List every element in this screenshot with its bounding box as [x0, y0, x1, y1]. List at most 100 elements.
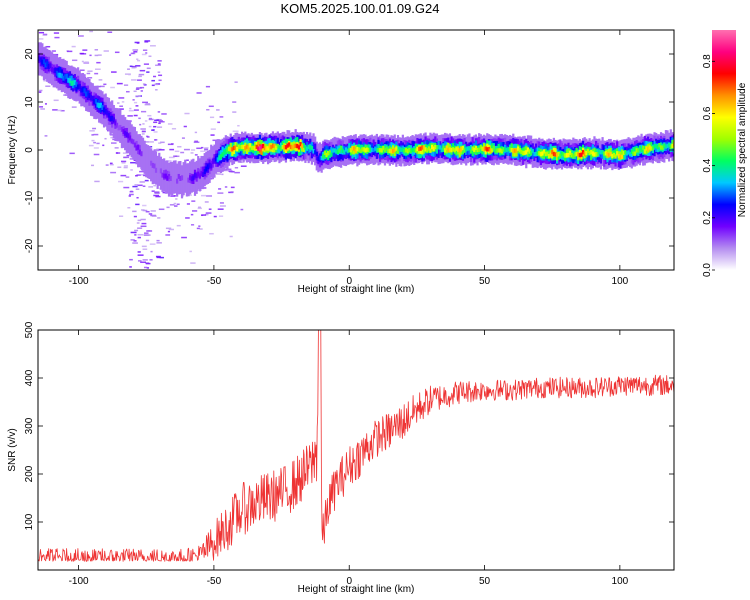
spectrogram-speckle: [145, 239, 150, 242]
spectrogram-cell: [99, 102, 102, 108]
spectrogram-speckle: [139, 181, 145, 183]
spectrogram-cell: [182, 162, 185, 196]
spectrogram-cell: [404, 148, 408, 153]
spectrogram-speckle: [93, 133, 99, 136]
spectrogram-cell: [283, 144, 286, 150]
spectrogram-cell: [656, 144, 659, 150]
spectrogram-cell: [127, 133, 130, 139]
spectrogram-cell: [624, 151, 627, 160]
spectrogram-speckle: [45, 45, 51, 48]
spectrogram-cell: [658, 143, 661, 152]
spectrogram-speckle: [137, 79, 142, 81]
spectrogram-speckle: [144, 41, 149, 43]
spectrogram-cell: [499, 148, 502, 153]
spectrogram-speckle: [154, 191, 160, 193]
spectrogram-cell: [203, 169, 206, 175]
spectrogram-speckle: [234, 171, 240, 174]
spectrogram-speckle: [96, 61, 101, 64]
spectrogram-cell: [70, 75, 73, 86]
spectrogram-cell: [458, 148, 461, 158]
spectrogram-cell: [245, 144, 249, 149]
spectrogram-speckle: [137, 251, 141, 253]
spectrogram-cell: [430, 144, 434, 150]
spectrogram-speckle: [141, 222, 147, 225]
spectrogram-cell: [137, 144, 140, 150]
spectrogram-cell: [396, 149, 400, 154]
spectrogram-cell: [310, 145, 314, 151]
spectrogram-speckle: [122, 152, 128, 154]
spectrogram-cell: [281, 144, 284, 150]
spectrogram-cell: [50, 66, 54, 72]
spectrogram-cell: [385, 146, 388, 151]
spectrogram-cell: [551, 150, 554, 155]
spectrogram-cell: [177, 173, 180, 179]
spectrogram-cell: [253, 146, 257, 151]
spectrogram-speckle: [114, 51, 120, 54]
spectrogram-speckle: [142, 204, 147, 207]
spectrogram-cell: [443, 148, 447, 153]
spectrogram-speckle: [161, 113, 167, 115]
spectrogram-speckle: [141, 130, 146, 133]
spectrogram-cell: [664, 144, 668, 149]
spectrogram-speckle: [155, 64, 161, 67]
spectrogram-cell: [544, 151, 547, 157]
spectrogram-speckle: [148, 118, 154, 121]
spectrogram-cell: [515, 148, 518, 153]
spectrogram-cell: [234, 145, 237, 150]
spectrogram-speckle: [140, 209, 145, 211]
spectrogram-speckle: [216, 109, 220, 111]
snr-x-tick-label: -50: [207, 576, 222, 587]
spectrogram-speckle: [54, 36, 60, 39]
spectrogram-speckle: [181, 137, 185, 139]
snr-panel: -100 -50 0 50 100 100 200 300 400 500 Height of …: [7, 321, 675, 595]
spectrogram-speckle: [217, 192, 224, 194]
spectrogram-cell: [565, 153, 568, 158]
spectrogram-cell: [289, 144, 292, 150]
spectrogram-speckle: [129, 65, 133, 68]
spectrogram-cell: [663, 143, 666, 148]
spectrogram-speckle: [133, 51, 138, 53]
spectrogram-speckle: [111, 142, 117, 144]
spectrogram-speckle: [210, 128, 216, 130]
spectrogram-cell: [143, 140, 146, 174]
spectrogram-cell: [245, 145, 249, 154]
spectrogram-cell: [232, 145, 236, 151]
spectrogram-cell: [533, 152, 536, 157]
spectrogram-speckle: [89, 130, 95, 132]
spectrogram-cell: [547, 154, 551, 159]
spectrogram-speckle: [130, 231, 137, 234]
spectrogram-speckle: [206, 108, 210, 111]
spectrogram-speckle: [150, 210, 156, 212]
spectrogram-cell: [388, 148, 391, 153]
spectrogram-speckle: [150, 250, 153, 253]
spectrogram-speckle: [152, 75, 157, 78]
spectrogram-speckle: [135, 88, 140, 90]
spectrogram-speckle: [142, 209, 148, 212]
spectrogram-cell: [622, 151, 625, 160]
spectrogram-speckle: [66, 50, 73, 53]
spectrogram-cell: [195, 173, 198, 179]
spectrogram-cell: [395, 146, 398, 151]
spectrogram-speckle: [215, 173, 222, 175]
spectrogram-x-ticks: -100 -50 0 50 100: [69, 30, 629, 287]
spectrogram-speckle: [131, 79, 137, 81]
spectrogram-cell: [387, 148, 390, 154]
spectrogram-speckle: [102, 144, 105, 147]
spectrogram-speckle: [71, 106, 77, 108]
spectrogram-speckle: [104, 137, 107, 140]
spectrogram-speckle: [190, 149, 196, 151]
spectrogram-speckle: [173, 202, 177, 205]
spectrogram-cell: [279, 146, 283, 152]
spectrogram-speckle: [121, 162, 126, 164]
spectrogram-cell: [221, 146, 224, 157]
spectrogram-speckle: [217, 208, 224, 210]
spectrogram-cell: [366, 147, 369, 152]
spectrogram-cell: [538, 151, 541, 156]
spectrogram-speckle: [109, 162, 113, 165]
spectrogram-cell: [179, 175, 182, 181]
spectrogram-cell: [307, 144, 310, 154]
spectrogram-speckle: [158, 142, 162, 144]
spectrogram-speckle: [138, 117, 141, 120]
spectrogram-speckle: [151, 84, 155, 87]
spectrogram-cell: [250, 145, 253, 151]
